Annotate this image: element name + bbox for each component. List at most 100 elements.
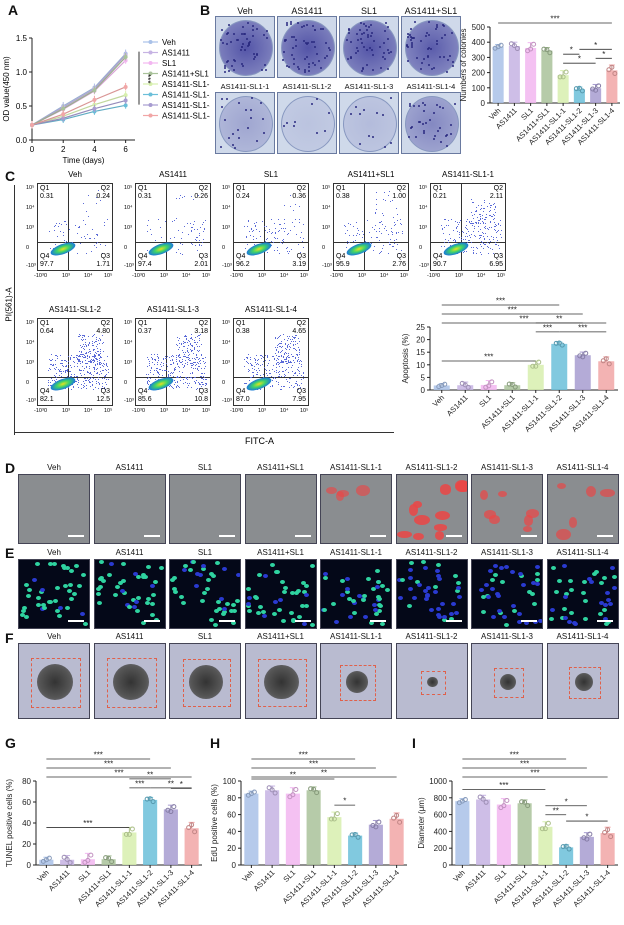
colony-dot [414,21,417,24]
event-dot [151,233,153,235]
event-dot [103,387,105,389]
bar-as1411-sl1-1 [327,817,342,865]
event-dot [258,367,260,369]
colony-dot [263,131,266,134]
data-point [506,381,512,387]
nucleus [245,602,251,607]
event-dot [152,362,154,364]
dish-icon [405,20,459,76]
event-dot [293,373,295,375]
event-dot [285,347,287,349]
data-point [334,811,340,817]
event-dot [154,360,156,362]
event-dot [106,366,108,368]
x-tick-label: 10⁵ [202,408,211,414]
event-dot [73,386,75,388]
quadrant-name: Q4 [236,253,246,260]
event-dot [102,363,104,365]
event-dot [245,235,247,237]
event-dot [498,247,500,249]
image-label: AS1411-SL1-1 [330,463,382,472]
legend-label: AS1411-SL1-2 [162,91,210,100]
colony-dot [244,108,247,111]
colony-dot [324,130,327,133]
y-tick-label: 0 [419,245,423,251]
y-tick-label: 40 [227,827,236,836]
nucleus [377,609,383,614]
event-dot [53,379,55,381]
event-dot [84,356,86,358]
event-dot [161,362,163,364]
x-tick-label: 10³ [258,273,266,279]
event-dot [284,358,286,360]
event-dot [459,233,461,235]
event-dot [78,370,80,372]
event-dot [189,373,191,375]
event-dot [395,224,397,226]
nucleus [420,560,426,565]
data-point [522,799,528,805]
image-label: AS1411 [115,632,144,641]
colony-dot [443,33,446,36]
event-dot [180,362,182,364]
event-dot [368,232,370,234]
event-dot [295,357,297,359]
x-tick-label: 10⁵ [400,273,409,279]
event-dot [80,372,82,374]
y-tick-label: 0 [481,99,486,108]
event-dot [99,384,101,386]
event-dot [180,237,182,239]
colony-dot [362,109,365,112]
nucleus [256,610,262,615]
event-dot [77,366,79,368]
event-dot [294,383,296,385]
colony-dot [440,36,443,39]
event-dot [185,336,187,338]
event-dot [188,359,190,361]
colony-dot [231,144,234,147]
event-dot [106,384,108,386]
event-dot [92,349,94,351]
image-label: AS1411-SL1-2 [405,548,458,557]
event-dot [252,374,254,376]
nucleus [141,621,147,626]
colony-dot [428,21,430,24]
flow-plot: Q1 0.31 Q2 0.26 Q3 2.01 Q4 97.4 [135,183,211,271]
colony-dot [264,64,267,67]
x-tick-label: 0 [340,273,344,279]
event-dot [295,336,297,338]
data-point [531,41,537,47]
spheroid [427,676,438,688]
nucleus [534,565,540,570]
event-dot [469,240,471,242]
scale-bar [143,535,160,537]
event-dot [299,221,301,223]
event-dot [269,231,271,233]
event-dot [189,360,191,362]
event-dot [191,231,193,233]
event-dot [86,363,88,365]
data-point [563,69,569,75]
event-dot [195,376,197,378]
nucleus [210,574,216,579]
colony-dot [355,52,358,55]
colony-dot [419,121,422,124]
event-dot [388,253,390,255]
event-dot [179,353,181,355]
event-dot [469,221,471,223]
quadrant-line-vertical [461,184,462,270]
event-dot [294,337,296,339]
bar-as1411 [60,859,75,865]
quadrant-q3: Q3 12.5 [96,388,110,404]
event-dot [77,233,79,235]
y-axis-title: Diameter (μm) [417,797,426,849]
colony-dot [369,47,372,50]
quadrant-value: 2.11 [489,193,503,200]
event-dot [245,248,247,250]
event-dot [288,253,290,255]
event-dot [200,367,202,369]
event-dot [281,340,282,342]
event-dot [281,242,283,244]
nucleus [562,595,568,600]
event-dot [177,348,179,350]
